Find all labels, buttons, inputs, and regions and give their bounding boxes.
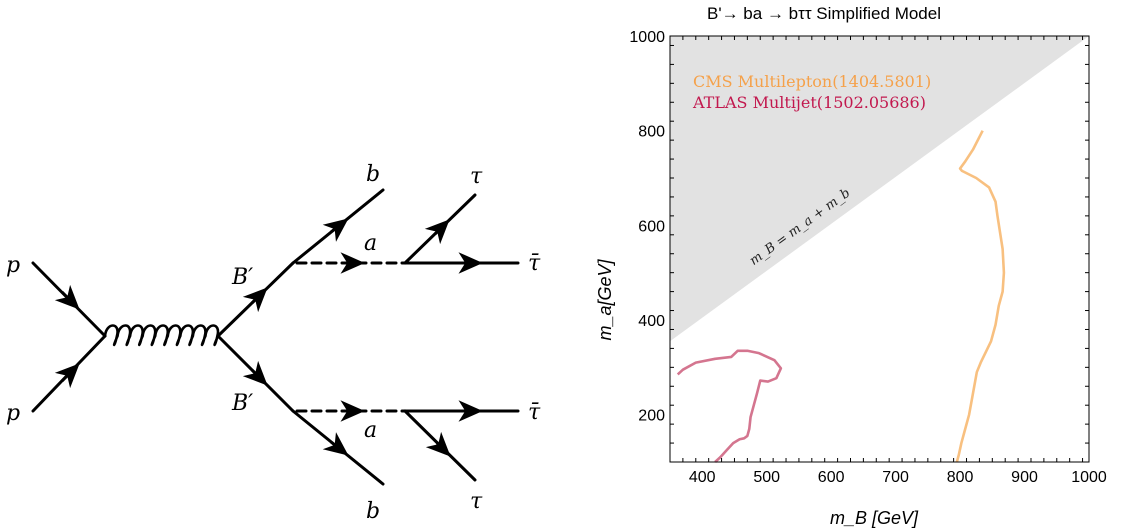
x-tick-label: 800 (947, 469, 974, 486)
label-taubar-bottom: τ̄ (528, 400, 541, 425)
arrow-icon (424, 219, 450, 245)
plot-frame (669, 35, 1090, 463)
label-b-bottom: b (366, 499, 380, 524)
y-tick-label: 1000 (629, 29, 665, 46)
kinematic-forbidden-region (670, 36, 1089, 342)
arrow-icon (54, 284, 80, 310)
arrow-icon (322, 218, 349, 242)
x-tick-label: 700 (882, 469, 909, 486)
x-tick-label: 600 (818, 469, 845, 486)
exclusion-plot: B'→ ba → bττ Simplified Model m_B = m_a … (595, 4, 1107, 528)
x-tick-label: 500 (753, 469, 780, 486)
y-tick-label: 400 (638, 313, 665, 330)
x-axis-label: m_B [GeV] (830, 508, 919, 528)
series-line-1 (676, 349, 783, 463)
x-tick-label: 1000 (1071, 469, 1107, 486)
legend: CMS Multilepton(1404.5801) ATLAS Multijet… (692, 72, 931, 112)
label-a-top: a (364, 231, 377, 256)
y-axis-label: m_a[GeV] (595, 258, 615, 340)
label-p-top: p (6, 253, 20, 278)
y-tick-label: 200 (638, 408, 665, 425)
ticks-layer: 400 500 600 700 800 900 1000 200 400 600 800 1000 (629, 29, 1106, 486)
fermion-arrows (54, 218, 483, 457)
label-tau-top: τ (470, 164, 483, 189)
label-p-bottom: p (6, 401, 20, 426)
arrow-icon (242, 287, 268, 313)
chart-title: B'→ ba → bττ Simplified Model (707, 4, 941, 23)
label-a-bottom: a (364, 418, 377, 443)
label-bprime-top: B′ (231, 265, 253, 290)
legend-entry-0: CMS Multilepton(1404.5801) (693, 72, 931, 91)
gluon-line (103, 324, 220, 347)
label-b-top: b (366, 162, 380, 187)
feynman-diagram (31, 188, 520, 486)
x-tick-label: 400 (689, 469, 716, 486)
label-tau-bottom: τ (470, 489, 483, 514)
label-taubar-top: τ̄ (528, 251, 541, 276)
series-layer (676, 130, 1006, 463)
arrow-icon (425, 431, 451, 457)
arrow-icon (54, 363, 80, 389)
arrow-icon (322, 432, 349, 456)
legend-entry-1: ATLAS Multijet(1502.05686) (692, 93, 926, 112)
x-tick-label: 900 (1011, 469, 1038, 486)
arrow-icon (242, 360, 268, 386)
y-tick-label: 800 (638, 124, 665, 141)
y-tick-label: 600 (638, 218, 665, 235)
label-bprime-bottom: B′ (231, 391, 253, 416)
series-line-0 (955, 130, 1006, 463)
